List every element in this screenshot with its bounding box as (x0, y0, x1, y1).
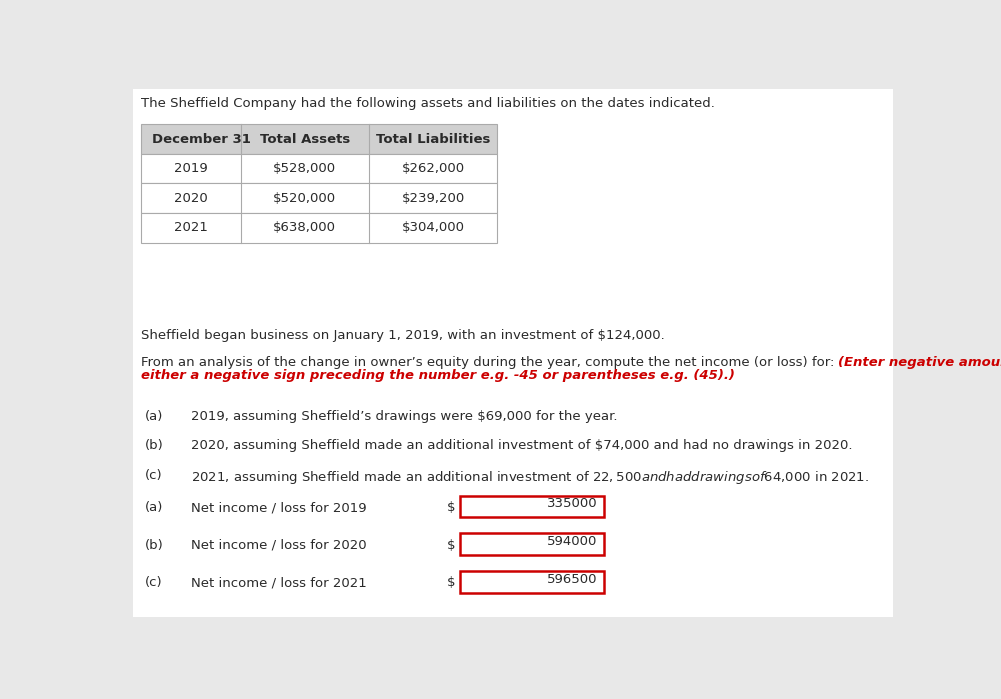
FancyBboxPatch shape (460, 496, 604, 517)
Text: $: $ (447, 577, 455, 589)
FancyBboxPatch shape (460, 533, 604, 555)
Text: Total Assets: Total Assets (259, 133, 350, 145)
Text: (a): (a) (144, 410, 163, 422)
Text: $: $ (447, 501, 455, 514)
Text: 2019: 2019 (174, 162, 207, 175)
Text: either a negative sign preceding the number e.g. -45 or parentheses e.g. (45).): either a negative sign preceding the num… (140, 369, 735, 382)
Text: The Sheffield Company had the following assets and liabilities on the dates indi: The Sheffield Company had the following … (140, 97, 715, 110)
FancyBboxPatch shape (140, 124, 497, 154)
Text: (c): (c) (144, 469, 162, 482)
Text: (b): (b) (144, 439, 163, 452)
Text: 2019, assuming Sheffield’s drawings were $69,000 for the year.: 2019, assuming Sheffield’s drawings were… (191, 410, 618, 422)
Text: December 31: December 31 (152, 133, 251, 145)
Text: $239,200: $239,200 (401, 192, 464, 205)
Text: 2020: 2020 (174, 192, 207, 205)
Text: 2020, assuming Sheffield made an additional investment of $74,000 and had no dra: 2020, assuming Sheffield made an additio… (191, 439, 853, 452)
FancyBboxPatch shape (140, 154, 497, 183)
Text: Sheffield began business on January 1, 2019, with an investment of $124,000.: Sheffield began business on January 1, 2… (140, 329, 665, 342)
Text: 2021: 2021 (173, 222, 207, 234)
Text: Net income / loss for 2020: Net income / loss for 2020 (191, 539, 366, 552)
Text: From an analysis of the change in owner’s equity during the year, compute the ne: From an analysis of the change in owner’… (140, 356, 838, 368)
Text: $520,000: $520,000 (273, 192, 336, 205)
Text: (a): (a) (144, 501, 163, 514)
FancyBboxPatch shape (460, 571, 604, 593)
FancyBboxPatch shape (140, 183, 497, 213)
Text: $638,000: $638,000 (273, 222, 336, 234)
Text: Total Liabilities: Total Liabilities (376, 133, 490, 145)
Text: 2021, assuming Sheffield made an additional investment of $22,500 and had drawin: 2021, assuming Sheffield made an additio… (191, 469, 869, 486)
Text: (Enter negative amounts using: (Enter negative amounts using (838, 356, 1001, 368)
Text: 596500: 596500 (548, 572, 598, 586)
Text: $304,000: $304,000 (401, 222, 464, 234)
Text: $528,000: $528,000 (273, 162, 336, 175)
FancyBboxPatch shape (140, 213, 497, 243)
Text: 335000: 335000 (547, 497, 598, 510)
FancyBboxPatch shape (133, 89, 893, 617)
Text: $: $ (447, 539, 455, 552)
Text: 594000: 594000 (548, 535, 598, 548)
Text: Net income / loss for 2021: Net income / loss for 2021 (191, 577, 366, 589)
Text: Net income / loss for 2019: Net income / loss for 2019 (191, 501, 366, 514)
Text: (b): (b) (144, 539, 163, 552)
Text: $262,000: $262,000 (401, 162, 464, 175)
Text: (c): (c) (144, 577, 162, 589)
